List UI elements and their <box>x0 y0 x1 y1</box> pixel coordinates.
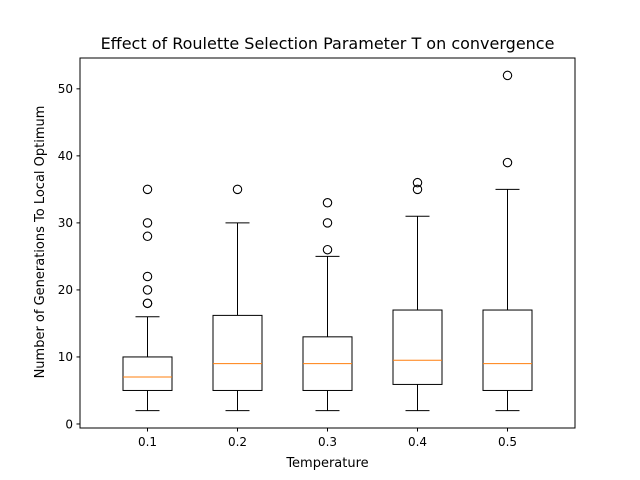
outlier-point <box>142 298 153 309</box>
x-tick-label: 0.1 <box>138 435 157 449</box>
outlier-point <box>142 231 153 242</box>
outlier-point <box>142 271 153 282</box>
outlier-point <box>142 218 153 228</box>
y-tick-label: 10 <box>58 350 73 364</box>
outlier-point <box>502 70 513 81</box>
y-tick-label: 50 <box>58 82 73 96</box>
x-tick-label: 0.4 <box>408 435 427 449</box>
y-tick-label: 0 <box>65 417 73 431</box>
outlier-point <box>142 285 153 295</box>
outlier-point <box>322 244 333 255</box>
outlier-point <box>502 157 513 168</box>
outlier-point <box>412 184 423 195</box>
x-axis-label: Temperature <box>285 456 368 471</box>
plot-frame <box>79 57 576 429</box>
y-tick-label: 30 <box>58 216 73 230</box>
outlier-point <box>232 184 243 195</box>
x-tick-label: 0.2 <box>228 435 247 449</box>
box <box>482 309 533 391</box>
box <box>122 356 173 391</box>
y-axis-label: Number of Generations To Local Optimum <box>33 106 48 379</box>
x-tick-label: 0.5 <box>498 435 517 449</box>
x-tick-label: 0.3 <box>318 435 337 449</box>
y-tick-label: 40 <box>58 149 73 163</box>
plot-area: 0 10 20 30 40 50 0.1 0.2 0.3 0.4 0.5 <box>58 70 533 449</box>
box <box>392 309 443 385</box>
box <box>212 314 263 391</box>
outlier-point <box>322 198 333 208</box>
outlier-point <box>412 177 423 188</box>
chart-title: Effect of Roulette Selection Parameter T… <box>101 34 555 53</box>
y-tick-label: 20 <box>58 283 73 297</box>
outlier-point <box>322 218 333 228</box>
outlier-point <box>142 184 153 195</box>
